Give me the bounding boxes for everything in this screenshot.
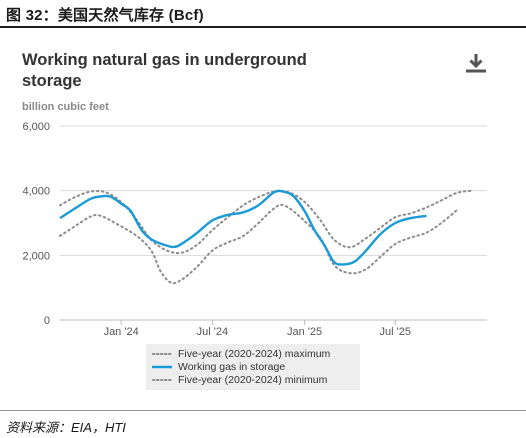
x-tick-label: Jul '24: [197, 326, 228, 338]
legend-swatch-dotted: [152, 352, 172, 356]
legend-label-working-gas: Working gas in storage: [178, 360, 286, 373]
source-note: 资料来源：EIA，HTI: [6, 420, 126, 435]
legend-item-min[interactable]: Five-year (2020-2024) minimum: [152, 373, 354, 386]
x-tick-label: Jan '25: [287, 326, 322, 338]
y-tick-label: 0: [44, 315, 50, 327]
legend-label-min: Five-year (2020-2024) minimum: [178, 373, 328, 386]
legend-swatch-solid: [152, 365, 172, 369]
download-icon: [466, 54, 486, 73]
download-button[interactable]: [464, 52, 488, 74]
series-line-five-year-min[interactable]: [59, 203, 458, 285]
figure-caption: 图 32：美国天然气库存 (Bcf): [6, 7, 204, 24]
gridlines: [60, 125, 487, 321]
y-tick-label: 4,000: [22, 186, 50, 198]
legend-label-max: Five-year (2020-2024) maximum: [178, 347, 331, 360]
y-tick-label: 2,000: [22, 250, 50, 262]
series-line-working-gas[interactable]: [59, 189, 427, 266]
y-tick-label: 6,000: [22, 121, 50, 133]
figure-header: 图 32：美国天然气库存 (Bcf): [0, 0, 526, 28]
legend-swatch-dotted: [152, 378, 172, 382]
chart-title: Working natural gas in underground stora…: [22, 51, 307, 90]
x-tick-label: Jul '25: [380, 326, 411, 338]
figure-footer: 资料来源：EIA，HTI: [0, 410, 526, 438]
chart-legend: Five-year (2020-2024) maximum Working ga…: [146, 344, 360, 390]
x-tick-label: Jan '24: [104, 326, 139, 338]
series-lines: [59, 189, 473, 285]
legend-item-working-gas[interactable]: Working gas in storage: [152, 360, 354, 373]
series-line-five-year-max[interactable]: [59, 189, 473, 255]
legend-item-max[interactable]: Five-year (2020-2024) maximum: [152, 347, 354, 360]
y-axis-unit-label: billion cubic feet: [22, 101, 109, 113]
y-axis-ticks: 0 2,000 4,000 6,000: [22, 121, 50, 327]
x-axis-ticks: Jan '24 Jul '24 Jan '25 Jul '25: [104, 320, 411, 338]
